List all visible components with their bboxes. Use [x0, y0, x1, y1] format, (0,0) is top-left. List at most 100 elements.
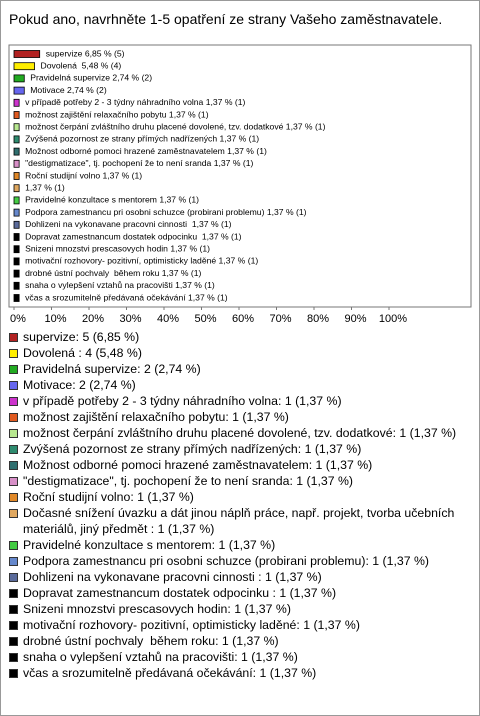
- legend-item: supervize: 5 (6,85 %): [9, 329, 471, 345]
- bar-label: Pravidelná supervize 2,74 % (2): [30, 73, 152, 83]
- legend-swatch: [9, 477, 18, 486]
- legend-label: Možnost odborné pomoci hrazené zaměstnav…: [23, 458, 373, 472]
- legend-item: Pravidelná supervize: 2 (2,74 %): [9, 361, 471, 377]
- legend-label: snaha o vylepšení vztahů na pracovišti: …: [23, 650, 298, 664]
- legend-swatch: [9, 621, 18, 630]
- legend-swatch: [9, 397, 18, 406]
- bar-label: možnost čerpání zvláštního druhu placené…: [25, 121, 325, 131]
- x-tick-label: 90%: [344, 313, 366, 325]
- legend-item: v případě potřeby 2 - 3 týdny náhradního…: [9, 393, 471, 409]
- bar: [13, 257, 20, 266]
- x-tick-label: 10%: [44, 313, 66, 325]
- legend-item: Dopravat zamestnancum dostatek odpocinku…: [9, 585, 471, 601]
- legend-label: Podpora zamestnancu pri osobni schuzce (…: [23, 554, 430, 568]
- x-tick-label: 70%: [269, 313, 291, 325]
- legend-label: možnost zajištění relaxačního pobytu: 1 …: [23, 410, 289, 424]
- bar-label: včas a srozumitelně předávaná očekávání …: [25, 292, 228, 302]
- legend-label: Pravidelná supervize: 2 (2,74 %): [23, 362, 201, 376]
- bar-label: Dohlizeni na vykonavane pracovni cinnost…: [25, 219, 232, 229]
- x-tick-label: 80%: [307, 313, 329, 325]
- bar: [13, 135, 20, 144]
- legend-label: Dohlizeni na vykonavane pracovni cinnost…: [23, 570, 322, 584]
- legend-item: drobné ústní pochvaly během roku: 1 (1,3…: [9, 633, 471, 649]
- legend-swatch: [9, 445, 18, 454]
- legend-swatch: [9, 381, 18, 390]
- bar-label: v případě potřeby 2 - 3 týdny náhradního…: [25, 97, 245, 107]
- legend-item: Dohlizeni na vykonavane pracovni cinnost…: [9, 569, 471, 585]
- bar-label: Dovolená 5,48 % (4): [41, 60, 122, 70]
- bar: [13, 220, 20, 229]
- legend-swatch: [9, 429, 18, 438]
- bar: [13, 233, 20, 241]
- legend-swatch: [9, 557, 18, 566]
- legend-label: možnost čerpání zvláštního druhu placené…: [23, 426, 457, 440]
- legend-swatch: [9, 333, 18, 342]
- bar: [13, 184, 20, 193]
- legend-label: drobné ústní pochvaly během roku: 1 (1,3…: [23, 634, 279, 648]
- bar-label: Motivace 2,74 % (2): [30, 85, 107, 95]
- x-tick-label: 0%: [10, 313, 26, 325]
- bar: [13, 147, 20, 156]
- legend-label: Dovolená : 4 (5,48 %): [23, 346, 142, 360]
- x-tick-label: 20%: [82, 313, 104, 325]
- bar: [13, 159, 20, 168]
- bar: [13, 294, 20, 302]
- legend-swatch: [9, 637, 18, 646]
- bar: [13, 123, 20, 132]
- x-tick-label: 30%: [119, 313, 141, 325]
- legend-item: Dovolená : 4 (5,48 %): [9, 345, 471, 361]
- legend-label: v případě potřeby 2 - 3 týdny náhradního…: [23, 394, 342, 408]
- legend-item: Možnost odborné pomoci hrazené zaměstnav…: [9, 457, 471, 473]
- bar-label: Podpora zamestnancu pri osobni schuzce (…: [25, 207, 306, 217]
- legend-swatch: [9, 669, 18, 678]
- bar-label: Roční studijní volno 1,37 % (1): [25, 170, 142, 180]
- legend-item: "destigmatizace", tj. pochopení že to ne…: [9, 473, 471, 489]
- legend-swatch: [9, 493, 18, 502]
- legend-item: Zvýšená pozornost ze strany přímých nadř…: [9, 441, 471, 457]
- bar: [13, 98, 20, 107]
- legend-swatch: [9, 589, 18, 598]
- legend-item: Pravidelné konzultace s mentorem: 1 (1,3…: [9, 537, 471, 553]
- bar: [13, 172, 20, 180]
- x-tick-label: 60%: [232, 313, 254, 325]
- bar: [13, 111, 20, 119]
- bar-label: možnost zajištění relaxačního pobytu 1,3…: [25, 109, 209, 119]
- legend-item: Roční studijní volno: 1 (1,37 %): [9, 489, 471, 505]
- legend-label: "destigmatizace", tj. pochopení že to ne…: [23, 474, 354, 488]
- bar-label: Snizeni mnozstvi prescasovych hodin 1,37…: [25, 243, 210, 253]
- bar-label: snaha o vylepšení vztahů na pracovišti 1…: [25, 280, 215, 290]
- bar-label: Dopravat zamestnancum dostatek odpocinku…: [25, 231, 242, 241]
- bar-label: Pravidelné konzultace s mentorem 1,37 % …: [25, 195, 199, 205]
- bar-label: "destigmatizace", tj. pochopení že to ne…: [25, 158, 253, 168]
- bar: [13, 50, 41, 58]
- legend-label: Dočasné snížení úvazku a dát jinou náplň…: [23, 506, 458, 536]
- legend-swatch: [9, 541, 18, 550]
- chart-title: Pokud ano, navrhněte 1-5 opatření ze str…: [9, 11, 443, 27]
- legend-item: možnost zajištění relaxačního pobytu: 1 …: [9, 409, 471, 425]
- legend-label: Zvýšená pozornost ze strany přímých nadř…: [23, 442, 362, 456]
- x-tick-label: 40%: [157, 313, 179, 325]
- bar: [13, 269, 20, 278]
- bar-label: motivační rozhovory- pozitivní, optimist…: [25, 256, 258, 266]
- legend-item: Dočasné snížení úvazku a dát jinou náplň…: [9, 505, 471, 537]
- legend-label: Motivace: 2 (2,74 %): [23, 378, 136, 392]
- legend-label: Roční studijní volno: 1 (1,37 %): [23, 490, 194, 504]
- legend-item: Snizeni mnozstvi prescasovych hodin: 1 (…: [9, 601, 471, 617]
- legend-swatch: [9, 605, 18, 614]
- legend-label: Snizeni mnozstvi prescasovych hodin: 1 (…: [23, 602, 291, 616]
- bar-label: supervize 6,85 % (5): [46, 48, 125, 58]
- legend-swatch: [9, 653, 18, 662]
- chart: 0% 10% 20% 30% 40% 50% 60% 70% 80% 90% 100% supervi…: [8, 44, 472, 325]
- legend-swatch: [9, 349, 18, 358]
- legend-item: Motivace: 2 (2,74 %): [9, 377, 471, 393]
- bar-label: drobné ústní pochvaly během roku 1,37 % …: [25, 268, 201, 278]
- bar-label: Zvýšená pozornost ze strany přímých nadř…: [25, 134, 259, 144]
- legend-label: Dopravat zamestnancum dostatek odpocinku…: [23, 586, 337, 600]
- legend-swatch: [9, 573, 18, 582]
- legend: supervize: 5 (6,85 %) Dovolená : 4 (5,48 …: [9, 329, 471, 681]
- legend-swatch: [9, 413, 18, 422]
- legend-label: supervize: 5 (6,85 %): [23, 330, 140, 344]
- legend-item: snaha o vylepšení vztahů na pracovišti: …: [9, 649, 471, 665]
- legend-label: motivační rozhovory- pozitivní, optimist…: [23, 618, 360, 632]
